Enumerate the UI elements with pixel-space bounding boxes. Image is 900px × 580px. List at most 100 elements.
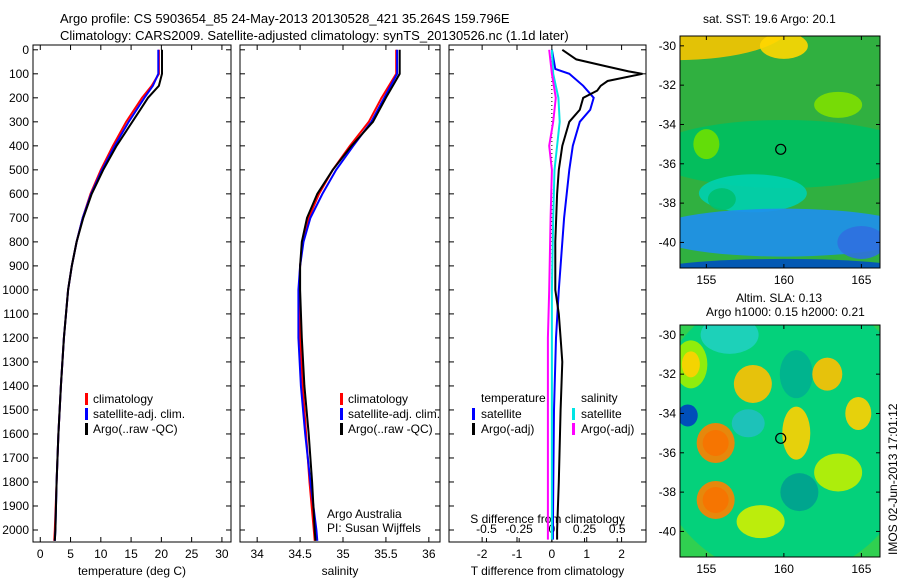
x-tick-label: 25 xyxy=(185,547,199,561)
map-color-patch xyxy=(782,406,811,460)
depth-tick-label: 2000 xyxy=(2,523,29,537)
lat-tick-label: -38 xyxy=(659,196,677,210)
map-color-patch xyxy=(731,409,765,438)
map-color-patch xyxy=(812,357,843,391)
depth-tick-label: 100 xyxy=(9,67,29,81)
map-color-patch xyxy=(696,480,735,519)
credit-line-1: Argo Australia xyxy=(327,507,402,521)
legend-label: Argo(-adj) xyxy=(481,422,534,436)
depth-tick-label: 600 xyxy=(9,187,29,201)
lat-tick-label: -34 xyxy=(659,117,677,131)
credit-line-2: PI: Susan Wijffels xyxy=(327,521,421,535)
legend-label: climatology xyxy=(93,392,153,406)
depth-tick-label: 1400 xyxy=(2,379,29,393)
map-color-patch xyxy=(814,91,863,118)
depth-tick-label: 0 xyxy=(22,43,29,57)
profile-line-satellite-adj-clim- xyxy=(297,49,399,541)
x-tick-label: -1 xyxy=(512,547,523,561)
x-tick-label: 15 xyxy=(124,547,138,561)
sla-map-title-2: Argo h1000: 0.15 h2000: 0.21 xyxy=(706,305,865,319)
legend-swatch xyxy=(340,393,343,405)
profile-line-t-satellite xyxy=(550,49,595,540)
map-color-patch xyxy=(837,225,880,259)
map-color-patch xyxy=(759,36,808,59)
depth-tick-label: 1800 xyxy=(2,475,29,489)
title-line-2: Climatology: CARS2009. Satellite-adjuste… xyxy=(60,28,569,43)
lon-tick-label: 165 xyxy=(851,273,871,287)
map-color-patch xyxy=(845,396,872,430)
s-tick-label: -0.25 xyxy=(505,522,533,536)
sla-map-title-1: Altim. SLA: 0.13 xyxy=(736,291,823,305)
x-tick-label: 20 xyxy=(155,547,169,561)
map-color-patch xyxy=(780,473,819,512)
legend-label: satellite xyxy=(481,407,522,421)
profile-line-s-satellite xyxy=(550,49,561,540)
x-axis-label: T difference from climatology xyxy=(471,564,625,578)
depth-tick-label: 1100 xyxy=(3,307,29,321)
legend-label: satellite-adj. clim. xyxy=(348,407,440,421)
plot-frame-temperature xyxy=(32,44,232,543)
map-color-patch xyxy=(707,188,736,211)
profile-line-satellite-adj-clim- xyxy=(53,49,160,541)
map-color-patch xyxy=(680,36,785,61)
profile-line-argo-raw-qc- xyxy=(53,49,163,541)
legend-swatch xyxy=(340,408,343,420)
lon-tick-label: 155 xyxy=(696,562,716,576)
map-color-patch xyxy=(696,422,735,463)
argo-float-marker xyxy=(775,143,787,155)
legend-swatch xyxy=(340,423,343,435)
lon-tick-label: 165 xyxy=(851,562,871,576)
legend-swatch xyxy=(85,408,88,420)
lon-tick-label: 160 xyxy=(774,562,794,576)
map-frame xyxy=(679,324,881,558)
map-frame xyxy=(679,35,881,269)
lat-tick-label: -30 xyxy=(659,39,677,53)
x-tick-label: 36 xyxy=(422,547,436,561)
x-tick-label: 34.5 xyxy=(288,547,312,561)
depth-tick-label: 900 xyxy=(9,259,29,273)
lat-tick-label: -32 xyxy=(659,367,677,381)
legend-label: satellite-adj. clim. xyxy=(93,407,185,421)
sla-heatmap xyxy=(680,325,880,557)
legend-label: Argo(-adj) xyxy=(581,422,634,436)
lat-tick-label: -40 xyxy=(659,235,677,249)
map-color-patch xyxy=(779,350,813,399)
x-tick-label: 0 xyxy=(549,547,556,561)
depth-tick-label: 300 xyxy=(9,115,29,129)
legend-swatch xyxy=(572,423,575,435)
map-color-patch xyxy=(736,505,785,539)
x-tick-label: 1 xyxy=(583,547,590,561)
lat-tick-label: -36 xyxy=(659,157,677,171)
lon-tick-label: 160 xyxy=(774,273,794,287)
profile-line-climatology xyxy=(298,49,398,541)
lon-tick-label: 155 xyxy=(696,273,716,287)
x-tick-label: 30 xyxy=(215,547,229,561)
legend-swatch xyxy=(85,393,88,405)
lat-tick-label: -38 xyxy=(659,485,677,499)
lat-tick-label: -30 xyxy=(659,328,677,342)
x-axis-label: salinity xyxy=(322,564,359,578)
depth-tick-label: 1000 xyxy=(2,283,29,297)
s-tick-label: 0.25 xyxy=(573,522,597,536)
x-tick-label: 35 xyxy=(336,547,350,561)
depth-tick-label: 1900 xyxy=(2,499,29,513)
depth-tick-label: 800 xyxy=(9,235,29,249)
profile-line-climatology xyxy=(53,49,160,541)
legend-swatch xyxy=(85,423,88,435)
depth-tick-label: 1500 xyxy=(2,403,29,417)
profile-line-s-argo-adj- xyxy=(546,49,557,540)
sst-map-title: sat. SST: 19.6 Argo: 20.1 xyxy=(703,12,836,26)
legend-label: satellite xyxy=(581,407,622,421)
map-color-patch xyxy=(680,208,880,257)
depth-tick-label: 1300 xyxy=(2,355,29,369)
map-color-patch xyxy=(693,129,720,160)
map-color-patch xyxy=(733,364,772,403)
depth-tick-label: 1700 xyxy=(2,451,29,465)
lat-tick-label: -32 xyxy=(659,78,677,92)
title-line-1: Argo profile: CS 5903654_85 24-May-2013 … xyxy=(60,11,510,26)
sst-heatmap xyxy=(680,36,880,268)
map-color-patch xyxy=(680,258,880,268)
plot-frame-difference xyxy=(448,44,647,543)
